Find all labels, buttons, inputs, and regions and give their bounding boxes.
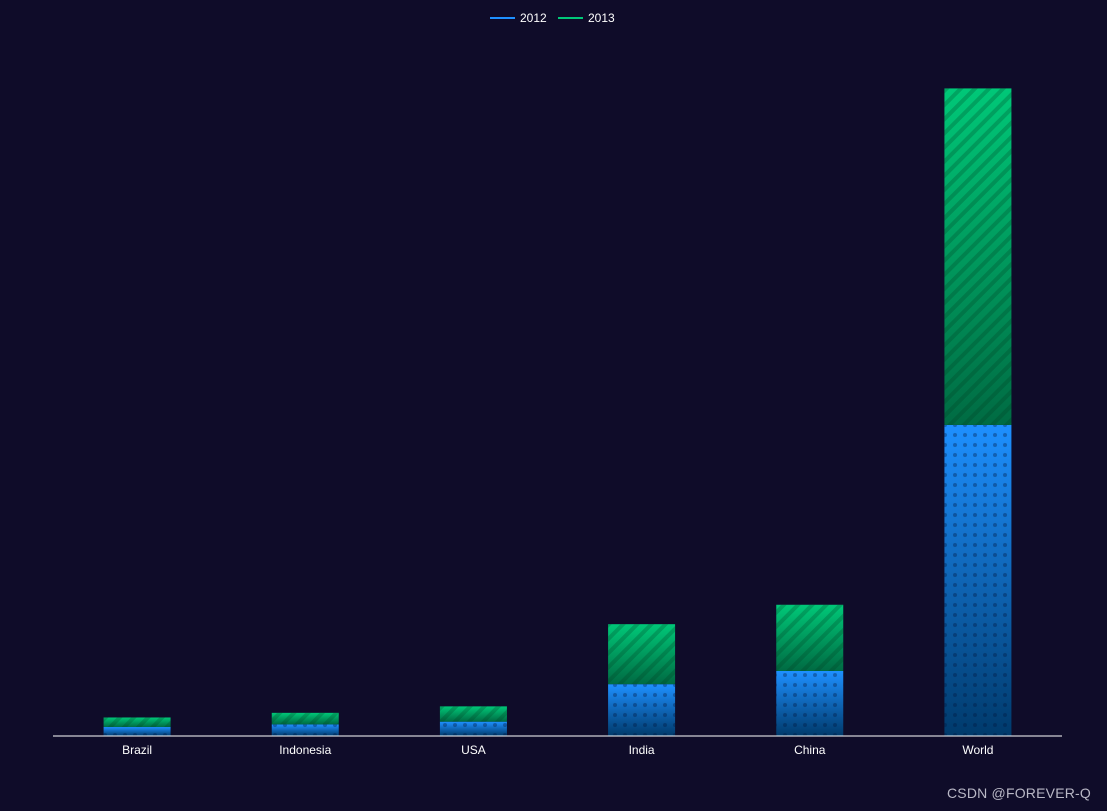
legend: 2012 2013: [490, 11, 615, 25]
x-tick-label: USA: [461, 743, 486, 757]
x-tick-label: China: [794, 743, 826, 757]
bar-texture-2013-indonesia: [271, 712, 339, 725]
bar-texture-2012-china: [776, 670, 844, 736]
x-tick-label: World: [962, 743, 993, 757]
bar-texture-2012-indonesia: [271, 724, 339, 736]
bar-texture-2013-usa: [439, 706, 507, 722]
x-axis-ticks: Brazil Indonesia USA India China World: [122, 743, 993, 757]
x-tick-label: Brazil: [122, 743, 152, 757]
bar-texture-2012-india: [608, 684, 676, 736]
bars-group: [103, 88, 1012, 736]
bar-texture-2013-world: [944, 88, 1012, 425]
bar-texture-2013-brazil: [103, 717, 171, 728]
x-tick-label: Indonesia: [279, 743, 331, 757]
bar-texture-2012-world: [944, 424, 1012, 736]
bar-texture-2012-usa: [439, 721, 507, 736]
bar-texture-2013-india: [608, 624, 676, 685]
watermark-text: CSDN @FOREVER-Q: [947, 785, 1091, 801]
bar-texture-2013-china: [776, 604, 844, 671]
bar-texture-2012-brazil: [103, 727, 171, 736]
legend-label-2012[interactable]: 2012: [520, 11, 547, 25]
x-tick-label: India: [629, 743, 655, 757]
legend-label-2013[interactable]: 2013: [588, 11, 615, 25]
